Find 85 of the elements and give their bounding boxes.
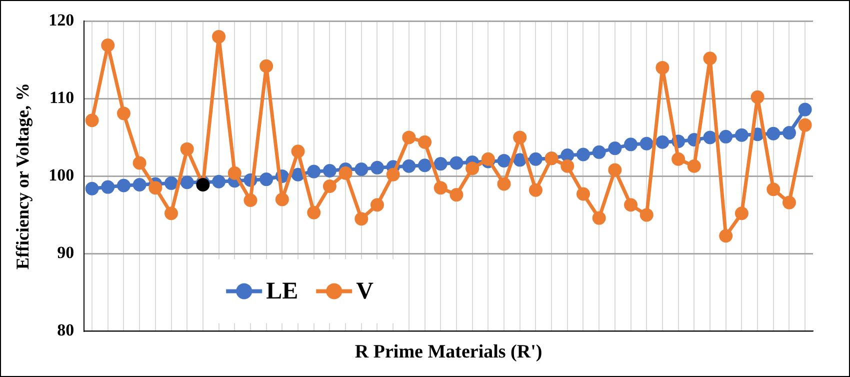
point — [687, 159, 701, 173]
point — [782, 126, 796, 140]
point — [85, 182, 99, 196]
point — [513, 153, 527, 167]
point — [592, 145, 606, 159]
point — [132, 178, 146, 192]
point — [212, 174, 226, 188]
point — [798, 118, 812, 132]
point — [434, 157, 448, 171]
point — [528, 183, 542, 197]
point — [370, 160, 384, 174]
legend-label: V — [356, 278, 374, 304]
point — [640, 208, 654, 222]
point — [734, 128, 748, 142]
point — [418, 135, 432, 149]
y-tick-label: 120 — [48, 10, 74, 30]
point — [132, 156, 146, 170]
y-tick-label: 80 — [57, 320, 74, 340]
point — [402, 159, 416, 173]
y-axis-title: Efficiency or Voltage, % — [12, 82, 32, 270]
point — [592, 211, 606, 225]
point — [418, 158, 432, 172]
y-tick-label: 90 — [57, 243, 74, 262]
point — [719, 229, 733, 243]
point — [291, 144, 305, 158]
point — [481, 152, 495, 166]
point — [212, 30, 226, 44]
point — [719, 130, 733, 144]
point — [497, 154, 511, 168]
point — [322, 180, 336, 194]
point — [402, 130, 416, 144]
point — [275, 192, 289, 206]
point — [703, 130, 717, 144]
point — [322, 164, 336, 178]
point — [782, 196, 796, 210]
point — [560, 148, 574, 162]
point — [164, 206, 178, 220]
point — [260, 59, 274, 73]
point — [528, 152, 542, 166]
point — [576, 187, 590, 201]
point — [734, 206, 748, 220]
point — [766, 182, 780, 196]
x-axis-title: R Prime Materials (R') — [354, 342, 542, 363]
point — [180, 176, 194, 190]
point — [656, 135, 670, 149]
point — [244, 193, 258, 207]
point — [750, 90, 764, 104]
point — [260, 172, 274, 186]
point — [640, 136, 654, 150]
y-tick-label: 110 — [50, 88, 74, 108]
point — [116, 178, 130, 192]
point — [85, 114, 99, 128]
point — [101, 180, 115, 194]
point — [513, 130, 527, 144]
point — [608, 142, 622, 156]
point — [450, 188, 464, 202]
y-tick-label: 100 — [48, 166, 74, 185]
point — [180, 142, 194, 156]
point — [164, 176, 178, 190]
legend-label: LE — [266, 278, 298, 304]
point — [338, 166, 352, 180]
point — [354, 212, 368, 226]
point — [576, 148, 590, 162]
point — [450, 156, 464, 170]
point — [386, 168, 400, 182]
point — [560, 159, 574, 173]
point — [466, 162, 480, 176]
point — [354, 162, 368, 176]
point — [766, 126, 780, 140]
point — [656, 60, 670, 74]
point — [624, 138, 638, 152]
point — [370, 198, 384, 212]
point — [608, 163, 622, 177]
point — [798, 102, 812, 116]
point — [307, 164, 321, 178]
point — [148, 181, 162, 195]
point — [307, 206, 321, 220]
point — [434, 181, 448, 195]
point — [497, 177, 511, 191]
point — [703, 52, 717, 66]
point — [624, 198, 638, 212]
point — [116, 106, 130, 120]
point — [101, 38, 115, 52]
point — [672, 152, 686, 166]
point — [228, 166, 242, 180]
